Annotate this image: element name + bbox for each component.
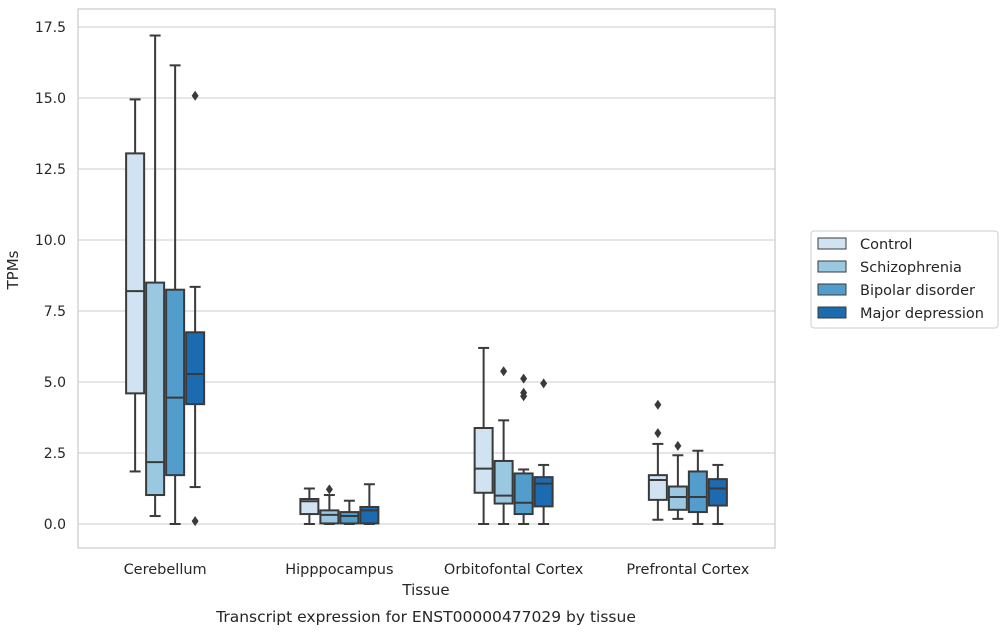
box-iqr	[473, 427, 494, 494]
y-axis-label: TPMs	[4, 250, 22, 290]
box-0-0	[125, 98, 146, 473]
box-iqr	[339, 511, 360, 525]
y-tick-labels: 0.0 2.5 5.0 7.5 10.0 12.5 15.0 17.5	[35, 20, 66, 533]
outlier-point	[654, 399, 662, 410]
box-iqr	[125, 152, 146, 395]
box-0-2	[165, 64, 186, 525]
box-iqr	[667, 485, 688, 511]
box-iqr	[185, 331, 206, 406]
x-tick-label: Hipppocampus	[285, 562, 393, 578]
legend-frame	[810, 230, 999, 329]
y-tick-label: 15.0	[35, 91, 66, 107]
outlier-point	[520, 373, 528, 384]
y-tick-label: 17.5	[35, 20, 66, 36]
legend-label: Control	[860, 237, 912, 253]
box-series	[125, 34, 728, 527]
box-iqr	[513, 472, 534, 516]
legend-label: Schizophrenia	[860, 260, 962, 276]
plot-frame	[77, 8, 776, 549]
box-1-3	[359, 483, 380, 525]
y-tick-label: 7.5	[44, 304, 66, 320]
box-iqr	[319, 509, 340, 525]
box-2-2	[513, 373, 534, 525]
box-3-1	[667, 440, 688, 520]
y-tick-label: 10.0	[35, 233, 66, 249]
outlier-point	[674, 440, 682, 451]
x-tick-label: Prefrontal Cortex	[626, 562, 749, 578]
box-iqr	[165, 288, 186, 477]
box-iqr	[707, 478, 728, 507]
legend-swatch	[817, 306, 847, 319]
outlier-point	[191, 516, 199, 527]
x-tick-label: Orbitofontal Cortex	[444, 562, 584, 578]
y-tick-label: 5.0	[44, 375, 66, 391]
box-2-3	[533, 378, 554, 525]
box-3-2	[687, 449, 708, 525]
box-2-0	[473, 346, 494, 525]
box-iqr	[493, 459, 514, 505]
box-iqr	[647, 474, 668, 501]
outlier-point	[520, 387, 528, 398]
box-iqr	[299, 498, 320, 516]
box-iqr	[687, 470, 708, 514]
outlier-point	[654, 428, 662, 439]
box-0-3	[185, 90, 206, 527]
y-tick-label: 0.0	[44, 517, 66, 533]
y-tick-label: 12.5	[35, 162, 66, 178]
box-1-0	[299, 487, 320, 525]
legend-swatch	[817, 260, 847, 273]
x-axis-label: Tissue	[401, 581, 449, 599]
outlier-point	[540, 378, 548, 389]
legend-label: Bipolar disorder	[860, 283, 975, 299]
outlier-point	[191, 90, 199, 101]
legend-swatch	[817, 237, 847, 250]
box-1-1	[319, 484, 340, 525]
chart-caption: Transcript expression for ENST0000047702…	[215, 608, 636, 626]
y-tick-label: 2.5	[44, 446, 66, 462]
box-iqr	[533, 476, 554, 508]
legend-swatch	[817, 283, 847, 296]
box-iqr	[145, 281, 166, 497]
box-1-2	[339, 499, 360, 525]
outlier-point	[500, 366, 508, 377]
box-0-1	[145, 34, 166, 518]
x-tick-labels: Cerebellum Hipppocampus Orbitofontal Corte…	[124, 562, 750, 578]
legend: Control Schizophrenia Bipolar disorder Majo…	[810, 230, 999, 329]
box-2-1	[493, 366, 514, 525]
box-3-0	[647, 399, 668, 521]
x-tick-label: Cerebellum	[124, 562, 207, 578]
legend-label: Major depression	[860, 306, 984, 322]
outlier-point	[325, 484, 333, 495]
box-3-3	[707, 463, 728, 525]
